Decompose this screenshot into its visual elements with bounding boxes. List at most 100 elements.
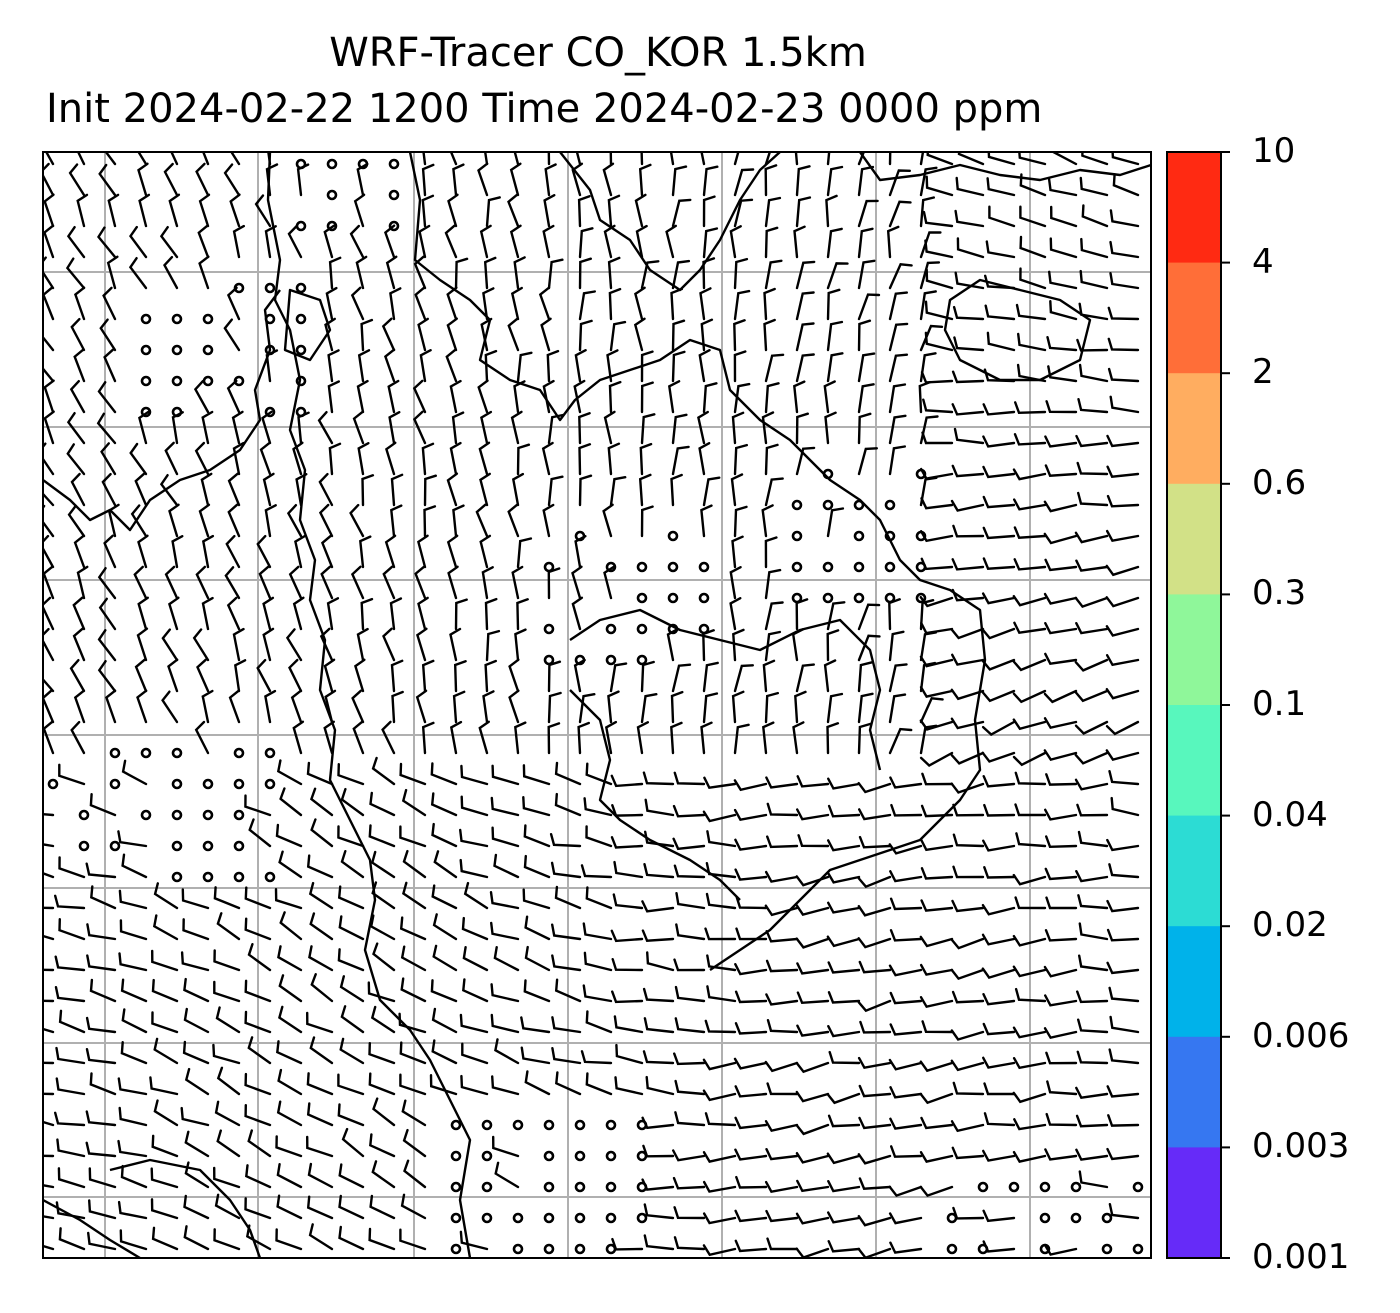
wind-barb: [516, 351, 533, 383]
wind-barb: [511, 472, 525, 507]
wind-barb: [403, 1159, 427, 1189]
wind-barb: [919, 751, 954, 767]
wind-barb: [97, 629, 117, 662]
wind-barb: [764, 1060, 799, 1073]
wind-barb: [857, 1153, 892, 1165]
wind-barb: [642, 987, 675, 1003]
wind-barb: [543, 194, 556, 228]
calm-wind-marker: [636, 654, 648, 666]
wind-barb: [368, 1072, 396, 1096]
calm-wind-marker: [202, 778, 214, 790]
wind-barb: [184, 1130, 210, 1158]
wind-barb: [337, 885, 365, 910]
wind-barb: [702, 1212, 737, 1225]
wind-barb: [919, 935, 954, 948]
wind-barb: [924, 300, 954, 321]
wind-barb: [262, 627, 275, 662]
wind-barb: [582, 922, 613, 941]
wind-barb: [702, 165, 719, 197]
wind-barb: [826, 507, 845, 538]
wind-barb: [340, 1005, 365, 1034]
wind-barb: [214, 1100, 241, 1127]
colorbar-segment: [1167, 373, 1221, 485]
wind-barb: [247, 1129, 272, 1158]
wind-barb: [982, 403, 1016, 416]
wind-barb: [952, 1081, 985, 1096]
wind-barb: [43, 1244, 55, 1251]
wind-barb: [402, 849, 427, 879]
wind-barb: [859, 1020, 892, 1034]
wind-barb: [1012, 658, 1047, 672]
wind-barb: [828, 1050, 861, 1065]
wind-barb: [951, 370, 985, 384]
wind-barb: [225, 534, 241, 569]
wind-barb: [446, 472, 459, 507]
wind-barb: [163, 162, 179, 197]
wind-barb: [244, 1197, 272, 1220]
wind-barb: [1108, 770, 1140, 786]
calm-wind-marker: [574, 1212, 586, 1224]
wind-barb: [461, 1042, 489, 1065]
wind-barb: [1074, 720, 1109, 735]
wind-barb: [765, 959, 799, 973]
wind-barb: [400, 977, 427, 1003]
wind-barb: [90, 885, 117, 910]
wind-barb: [640, 660, 655, 693]
calm-wind-marker: [450, 1181, 462, 1193]
colorbar-segment: [1167, 815, 1221, 927]
wind-barb: [644, 798, 675, 817]
wind-barb: [85, 862, 117, 879]
wind-barb: [430, 792, 458, 817]
wind-barb: [1109, 1015, 1140, 1034]
wind-barb: [919, 166, 938, 197]
wind-barb: [981, 592, 1016, 605]
wind-barb: [213, 980, 241, 1003]
wind-barb: [1044, 1148, 1078, 1161]
wind-barb: [381, 317, 396, 352]
wind-barb: [950, 968, 985, 981]
wind-barb: [226, 286, 241, 321]
wind-barb: [890, 1145, 923, 1158]
wind-barb: [1018, 152, 1047, 166]
wind-barb: [671, 319, 686, 352]
wind-barb: [232, 627, 245, 662]
wind-barb: [459, 1013, 489, 1034]
wind-barb: [734, 963, 768, 976]
wind-barb: [180, 951, 210, 972]
coastline-north-2: [859, 152, 1151, 182]
wind-barb: [1016, 363, 1047, 383]
calm-wind-marker: [977, 1181, 989, 1193]
wind-barb: [265, 349, 279, 383]
wind-barb: [956, 237, 985, 259]
wind-barb: [699, 287, 712, 321]
wind-barb: [607, 442, 621, 476]
wind-barb: [951, 403, 985, 416]
wind-barb: [1012, 1091, 1047, 1104]
calm-wind-marker: [574, 1243, 586, 1255]
colorbar-tick-label: 2: [1252, 352, 1274, 393]
calm-wind-marker: [543, 1212, 555, 1224]
wind-barb: [796, 1179, 830, 1193]
wind-barb: [578, 227, 594, 259]
wind-barb: [583, 951, 613, 972]
wind-barb: [399, 1041, 427, 1065]
wind-barb: [551, 1047, 582, 1065]
wind-barb: [153, 1037, 179, 1065]
wind-barb: [764, 630, 782, 662]
wind-barb: [734, 990, 768, 1004]
wind-barb: [919, 599, 935, 631]
wind-barb: [609, 320, 627, 352]
wind-barb: [88, 1199, 117, 1220]
wind-barb: [275, 1228, 303, 1251]
wind-barb: [337, 948, 365, 972]
wind-barb: [389, 287, 402, 321]
calm-wind-marker: [140, 375, 152, 387]
wind-barb: [919, 1185, 954, 1198]
wind-barb: [766, 802, 799, 817]
wind-barb: [383, 348, 396, 383]
wind-barb: [412, 410, 427, 445]
wind-barb: [925, 268, 954, 290]
wind-barb: [1043, 1243, 1078, 1256]
wind-barb: [1077, 398, 1109, 414]
calm-wind-marker: [388, 220, 400, 232]
